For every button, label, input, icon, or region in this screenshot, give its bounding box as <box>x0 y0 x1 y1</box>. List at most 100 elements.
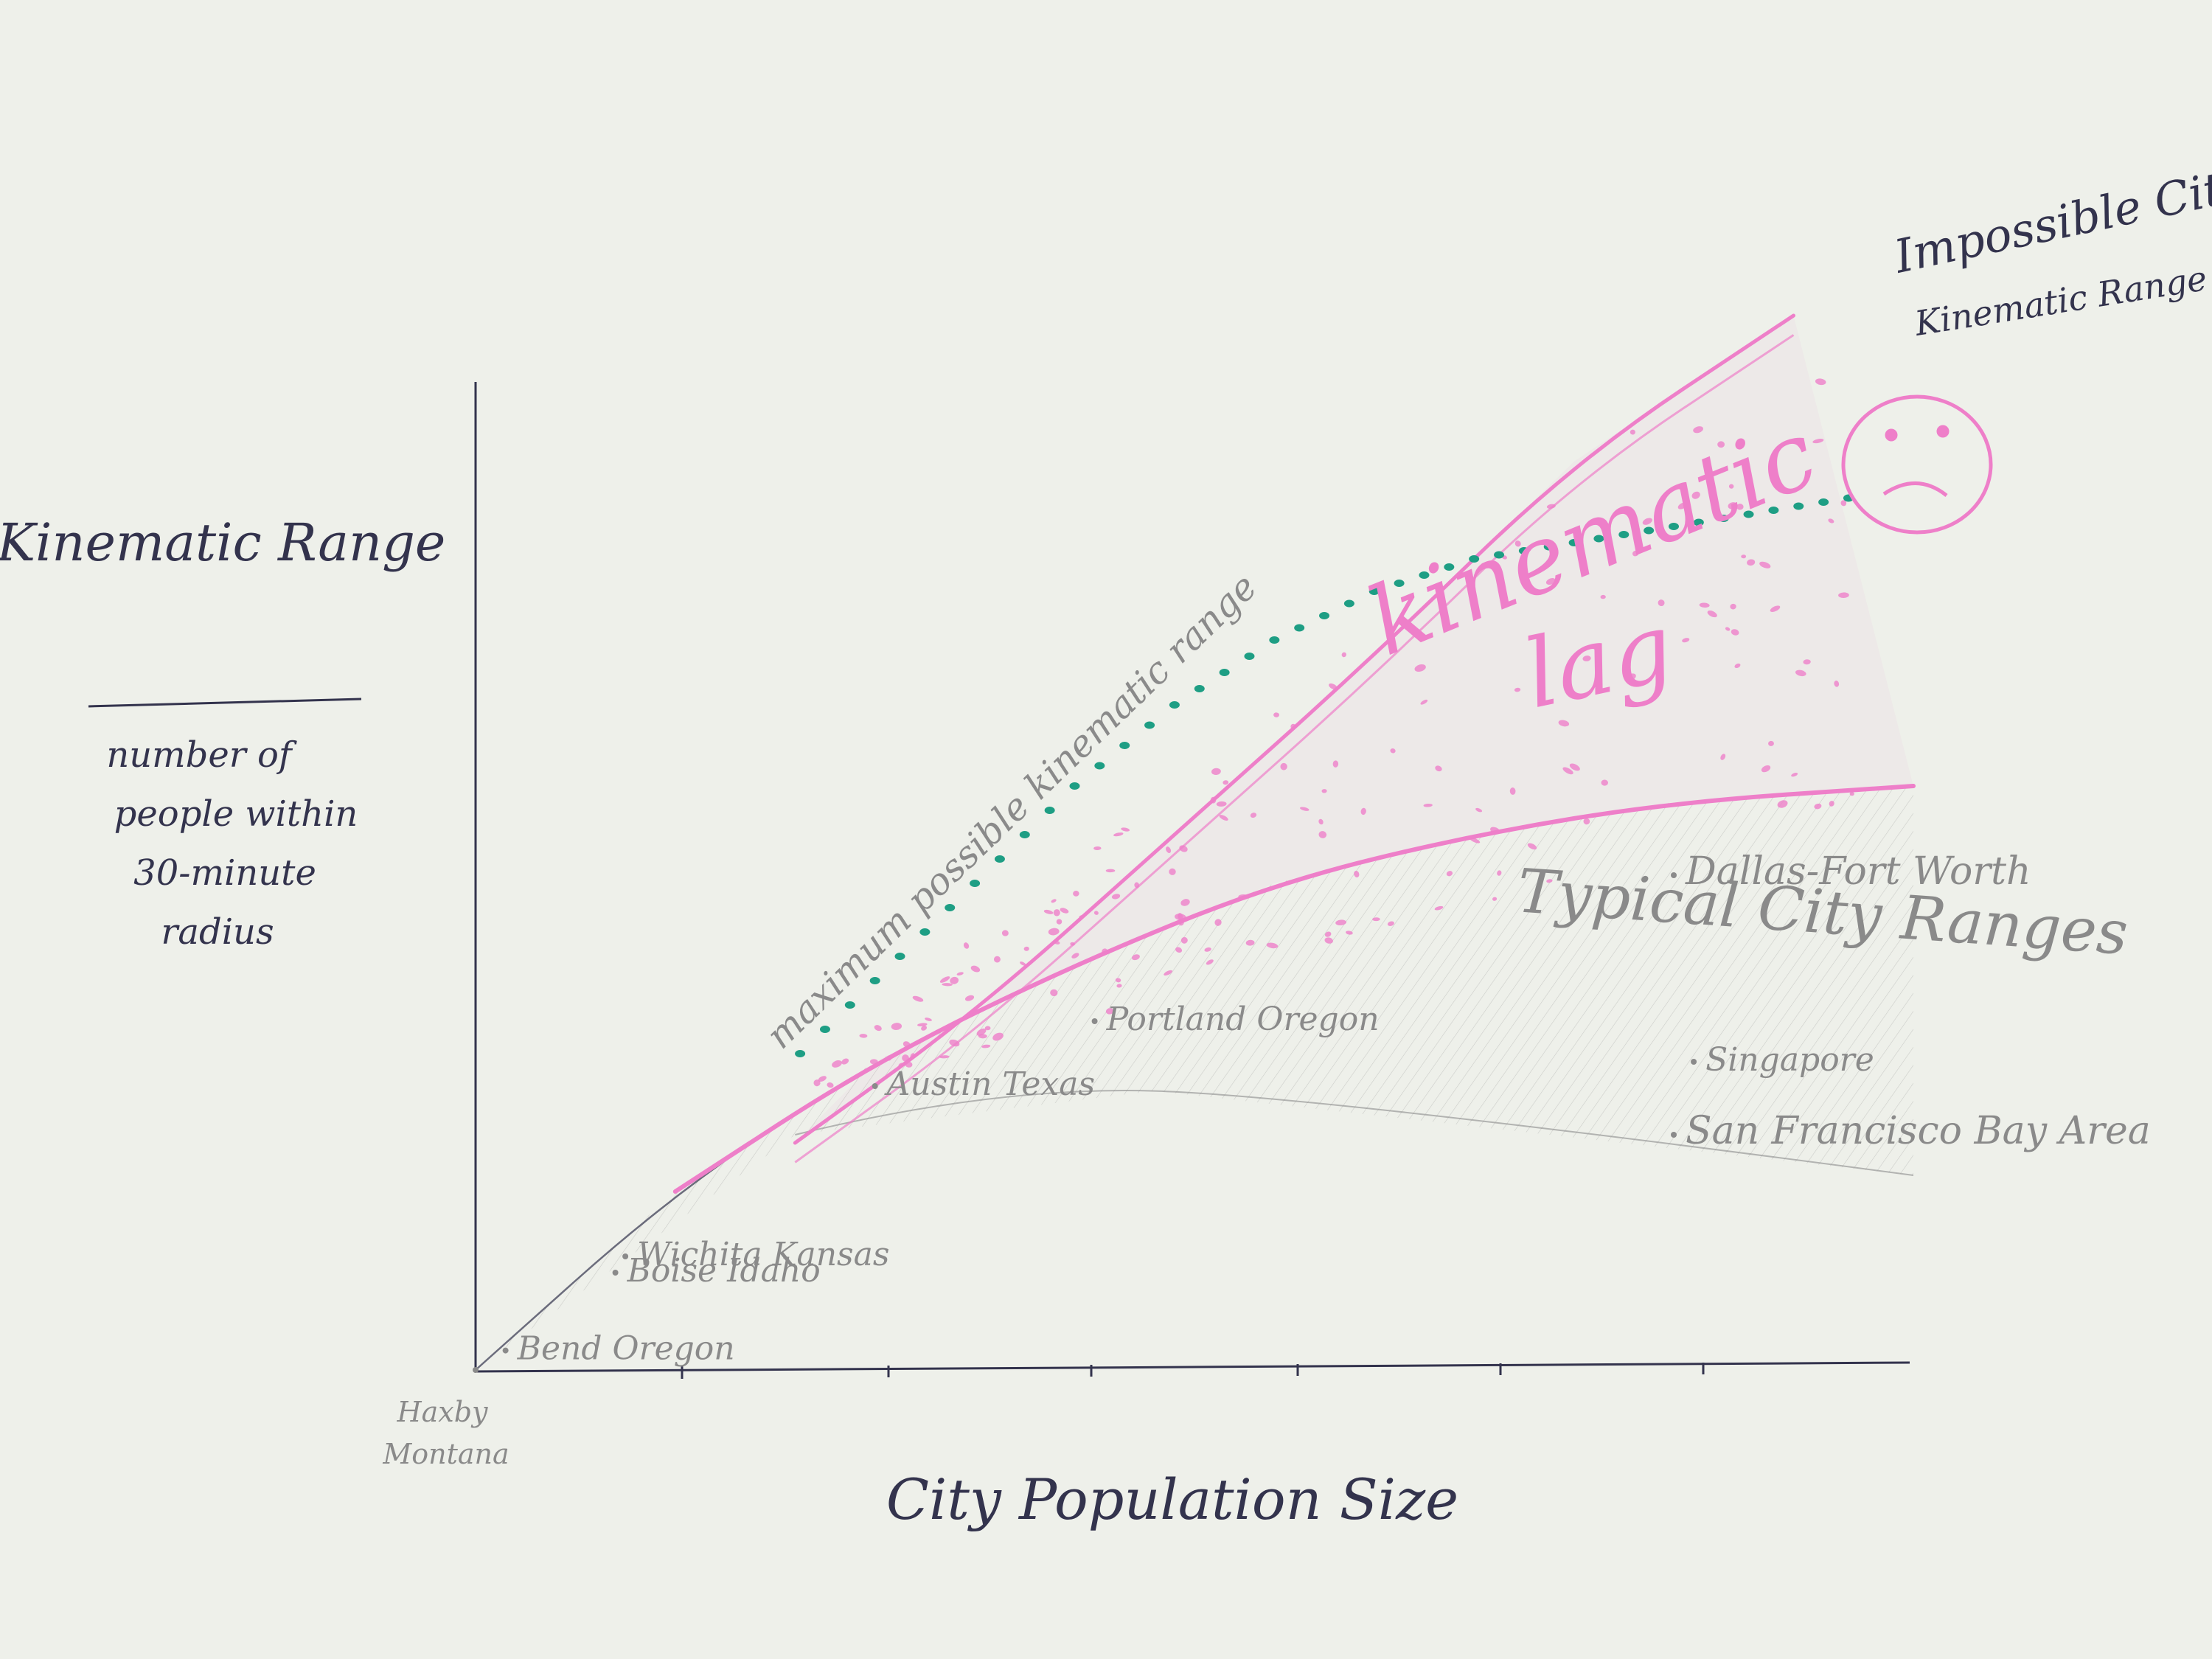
max-range-dot <box>1094 762 1105 770</box>
max-range-dot <box>1219 669 1230 676</box>
lag-dot <box>1390 748 1396 754</box>
lag-dot <box>1216 801 1227 807</box>
origin-label-line-2: Montana <box>382 1438 509 1470</box>
lag-dot <box>1169 868 1176 875</box>
lag-dot <box>984 1026 991 1031</box>
lag-dot <box>1048 928 1060 936</box>
lag-dot <box>1250 813 1257 818</box>
lag-dot <box>1105 1008 1114 1015</box>
lag-dot <box>925 1018 932 1021</box>
lag-dot <box>1056 919 1062 925</box>
max-range-dot <box>1144 721 1155 729</box>
lag-dot <box>1204 947 1211 952</box>
x-axis-line <box>475 1361 1910 1373</box>
city-label: Bend Oregon <box>517 1330 735 1368</box>
max-range-dot <box>795 1050 806 1057</box>
city-label: Dallas-Fort Worth <box>1685 849 2031 894</box>
max-range-dot <box>844 1001 855 1009</box>
lag-dot <box>1527 843 1537 850</box>
lag-dot <box>1214 919 1222 926</box>
lag-dot <box>1073 891 1079 897</box>
max-range-dot <box>994 855 1005 863</box>
lag-dot <box>818 1076 827 1082</box>
city-label: San Francisco Bay Area <box>1686 1109 2151 1153</box>
lag-dot <box>1741 554 1747 559</box>
lag-dot <box>1053 909 1060 917</box>
lag-dot <box>1728 502 1738 509</box>
lag-dot <box>1795 669 1806 677</box>
lag-dot <box>1630 429 1635 435</box>
city-label: Singapore <box>1705 1041 1874 1079</box>
lag-dot <box>1060 908 1069 914</box>
lag-dot <box>1699 602 1710 608</box>
y-axis-subtitle-line-2: people within <box>114 793 358 835</box>
lag-dot <box>963 942 970 949</box>
lag-dot <box>1435 765 1442 772</box>
lag-dot <box>1627 673 1636 681</box>
max-range-dot <box>1543 543 1554 551</box>
lag-dot <box>1043 909 1054 914</box>
lag-dot <box>1793 438 1801 442</box>
lag-dot <box>917 1023 928 1026</box>
max-range-dot <box>1718 515 1729 522</box>
lag-dot <box>859 1034 868 1038</box>
lag-dot <box>1677 502 1687 509</box>
lag-dot <box>964 995 975 1001</box>
y-axis-title: Kinematic Range <box>0 512 445 573</box>
lag-dot <box>1814 803 1822 810</box>
lag-dot <box>1731 629 1739 636</box>
lag-dot <box>1761 765 1771 773</box>
lag-dot <box>1420 699 1428 705</box>
lag-dot <box>1020 961 1026 966</box>
lag-dot <box>1115 978 1121 983</box>
max-range-dot <box>1743 510 1754 518</box>
max-range-dot <box>1394 580 1405 587</box>
lag-dot <box>1730 603 1736 610</box>
lag-dot <box>1768 740 1774 746</box>
lag-dot <box>1546 879 1553 883</box>
max-range-dot <box>1169 701 1180 709</box>
max-range-dot <box>894 953 905 960</box>
lag-dot <box>1341 652 1346 658</box>
lag-dot <box>1693 426 1703 434</box>
lag-dot <box>1545 577 1556 585</box>
region-fills <box>476 316 1914 1370</box>
max-range-dot <box>1368 588 1380 595</box>
lag-dot <box>1105 869 1116 873</box>
lag-dot <box>1642 518 1652 525</box>
city-dot <box>1671 1132 1677 1138</box>
lag-dot <box>1815 378 1826 386</box>
lag-dot <box>891 1023 902 1030</box>
lag-dot <box>1164 970 1173 976</box>
lag-dot <box>1321 789 1327 793</box>
lag-dot <box>981 1044 991 1048</box>
max-range-dot <box>1469 555 1480 563</box>
y-axis-subtitle-line-1: number of <box>106 734 297 776</box>
max-range-dot <box>1568 539 1579 546</box>
typical-range-region <box>476 786 1913 1370</box>
lag-dot <box>1222 780 1229 785</box>
frown-face-icon <box>1841 394 1993 535</box>
lag-dot <box>1414 664 1426 672</box>
max-range-dot <box>1343 599 1354 608</box>
city-dot <box>473 1367 479 1373</box>
lag-dot <box>1834 681 1840 687</box>
lag-dot <box>1829 801 1834 807</box>
typical-lower-boundary <box>795 1090 1914 1176</box>
lag-dot <box>939 976 950 983</box>
lag-dot <box>1582 655 1591 661</box>
lag-dot <box>1423 803 1433 807</box>
lag-dot <box>1071 953 1079 959</box>
typical-upper-pink-curve <box>672 784 1916 1194</box>
kinematic-lag-region <box>795 316 1913 1143</box>
lag-dot <box>1360 807 1366 815</box>
impossible-city-curve-shadow <box>794 334 1795 1164</box>
lag-dot <box>1023 946 1029 951</box>
lag-dot <box>992 1032 1004 1041</box>
lag-dot <box>1318 831 1327 838</box>
lag-dot <box>1734 663 1741 669</box>
city-dot <box>502 1347 509 1354</box>
lag-dot <box>1093 911 1099 915</box>
max-range-dot <box>819 1026 830 1033</box>
